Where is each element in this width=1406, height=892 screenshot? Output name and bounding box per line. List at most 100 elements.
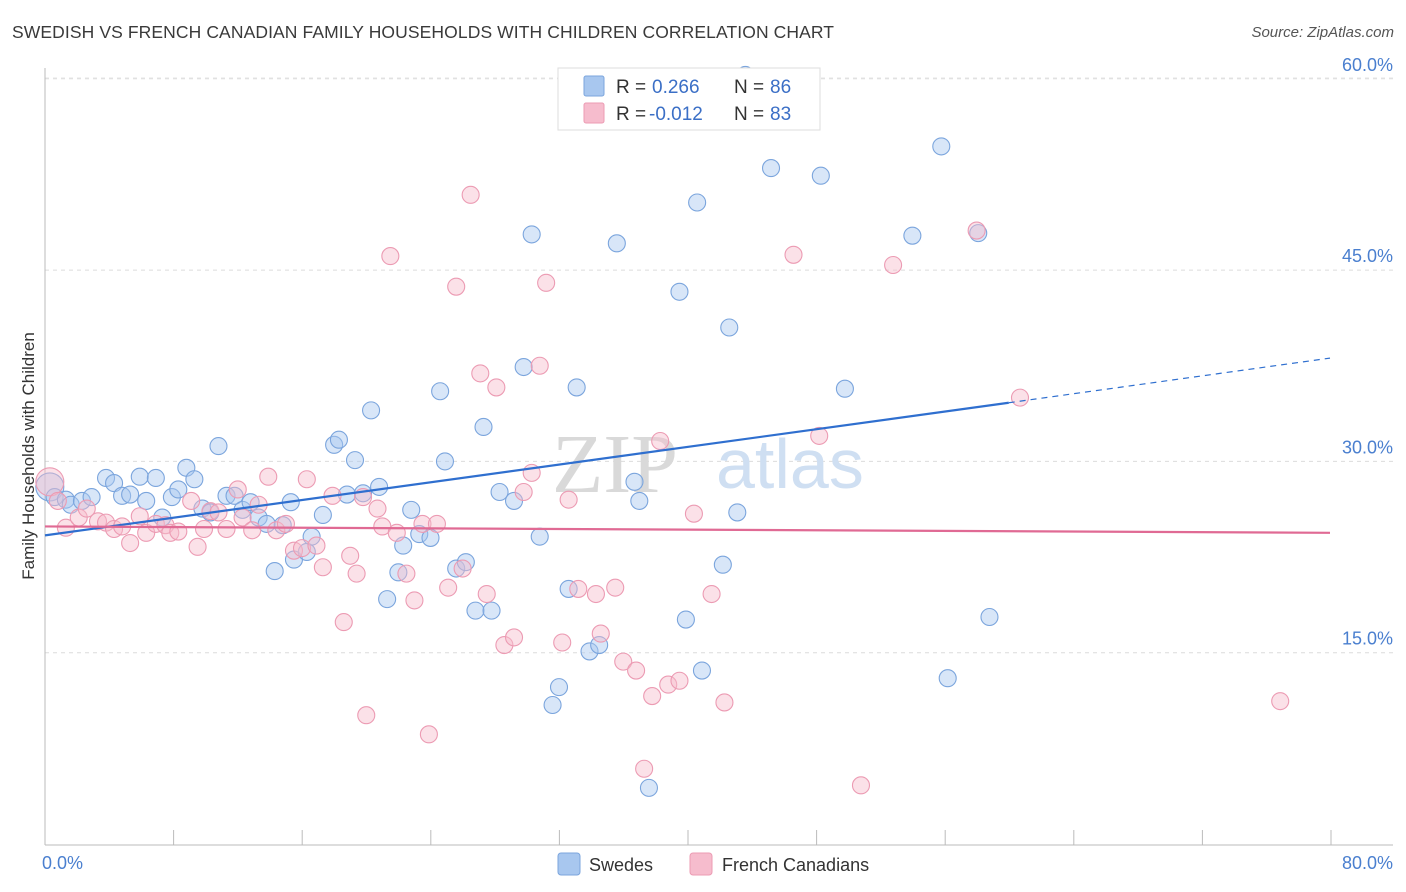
point-1-39	[357, 706, 376, 725]
bottom-legend-swatch-swedes	[557, 852, 581, 876]
point-1-69	[627, 661, 646, 680]
point-0-15	[169, 480, 188, 499]
trend-lines	[44, 357, 1331, 537]
point-0-9	[121, 485, 140, 504]
axes	[44, 68, 1393, 846]
point-0-82	[938, 669, 957, 688]
point-1-67	[606, 578, 625, 597]
y-axis-title: Family Households with Children	[19, 332, 38, 580]
point-1-45	[405, 591, 424, 610]
legend-swatch-french-canadians	[583, 102, 605, 124]
legend-n-label-2: N =	[734, 104, 764, 125]
y-tick-labels: 15.0% 30.0% 45.0% 60.0%	[1342, 55, 1393, 649]
legend-r-value-french-canadians: -0.012	[649, 104, 703, 125]
y-tick-label-1: 30.0%	[1342, 437, 1393, 457]
point-0-51	[466, 601, 485, 620]
point-1-0	[35, 467, 65, 497]
legend-n-value-swedes: 86	[770, 77, 791, 98]
point-1-30	[292, 539, 312, 558]
trend-line-1	[44, 525, 1331, 534]
point-1-53	[471, 364, 490, 383]
point-0-5	[82, 488, 101, 507]
point-1-76	[702, 584, 721, 604]
point-1-40	[368, 499, 387, 518]
point-0-65	[607, 234, 626, 253]
point-1-78	[784, 245, 803, 264]
point-0-68	[639, 778, 659, 797]
point-1-77	[715, 693, 734, 712]
point-1-72	[651, 431, 670, 451]
point-1-50	[447, 277, 466, 296]
point-0-54	[490, 482, 509, 502]
point-1-75	[684, 504, 703, 523]
bottom-legend-label-swedes: Swedes	[589, 855, 653, 875]
point-0-62	[567, 378, 586, 397]
y-tick-label-3: 60.0%	[1342, 55, 1393, 75]
legend-r-label-2: R =	[616, 104, 646, 125]
point-1-79	[810, 426, 829, 445]
point-0-63	[580, 642, 599, 661]
point-0-10	[130, 467, 149, 486]
point-1-66	[591, 624, 610, 643]
point-0-56	[514, 357, 533, 377]
point-1-33	[313, 558, 332, 577]
point-0-66	[625, 472, 644, 491]
point-1-57	[504, 628, 524, 647]
point-1-63	[559, 490, 578, 509]
point-1-10	[130, 507, 149, 526]
point-1-37	[347, 564, 366, 583]
point-0-48	[435, 452, 455, 471]
point-0-81	[932, 137, 951, 156]
point-0-52	[474, 417, 493, 437]
point-0-41	[378, 590, 397, 609]
point-0-61	[559, 579, 578, 598]
point-0-14	[162, 488, 181, 507]
point-0-27	[265, 562, 284, 581]
point-1-73	[659, 675, 678, 694]
x-tick-label-left: 0.0%	[42, 853, 83, 873]
point-0-69	[670, 282, 689, 301]
point-1-49	[439, 578, 458, 597]
point-1-84	[1271, 692, 1290, 711]
y-tick-label-0: 15.0%	[1342, 629, 1393, 649]
point-1-24	[243, 521, 262, 540]
point-0-58	[530, 527, 549, 546]
point-1-18	[194, 519, 214, 539]
point-1-81	[884, 255, 903, 275]
point-1-28	[276, 514, 295, 533]
point-1-17	[188, 537, 207, 556]
point-0-35	[329, 430, 348, 449]
point-1-82	[967, 221, 986, 240]
point-1-62	[553, 633, 572, 652]
correlation-legend: R = 0.266 N = 86 R = -0.012 N = 83	[557, 67, 821, 131]
point-0-49	[447, 559, 466, 578]
point-0-59	[543, 695, 562, 715]
x-tick-label-right: 80.0%	[1342, 853, 1393, 873]
point-1-31	[297, 470, 316, 489]
legend-n-value-french-canadians: 83	[770, 104, 791, 125]
point-0-80	[903, 226, 922, 245]
watermark: ZIP atlas	[552, 418, 864, 511]
point-1-68	[614, 652, 633, 671]
point-0-20	[209, 437, 228, 456]
point-1-52	[461, 185, 480, 204]
point-0-11	[137, 491, 156, 510]
point-1-43	[387, 523, 406, 542]
point-0-60	[549, 678, 569, 697]
point-1-32	[307, 536, 326, 555]
point-0-7	[105, 474, 124, 493]
point-1-80	[851, 776, 871, 795]
point-1-21	[217, 519, 236, 539]
bottom-legend-swatch-french-canadians	[689, 852, 713, 876]
y-tick-label-2: 45.0%	[1342, 246, 1393, 266]
point-1-4	[77, 499, 96, 518]
point-1-22	[228, 480, 247, 499]
point-1-42	[381, 247, 400, 266]
point-0-64	[590, 635, 609, 655]
point-1-71	[643, 687, 662, 706]
point-0-79	[835, 379, 854, 398]
point-0-70	[676, 610, 695, 629]
point-0-44	[402, 500, 421, 519]
point-1-70	[635, 759, 654, 778]
trend-line-extension-0	[1008, 357, 1331, 404]
